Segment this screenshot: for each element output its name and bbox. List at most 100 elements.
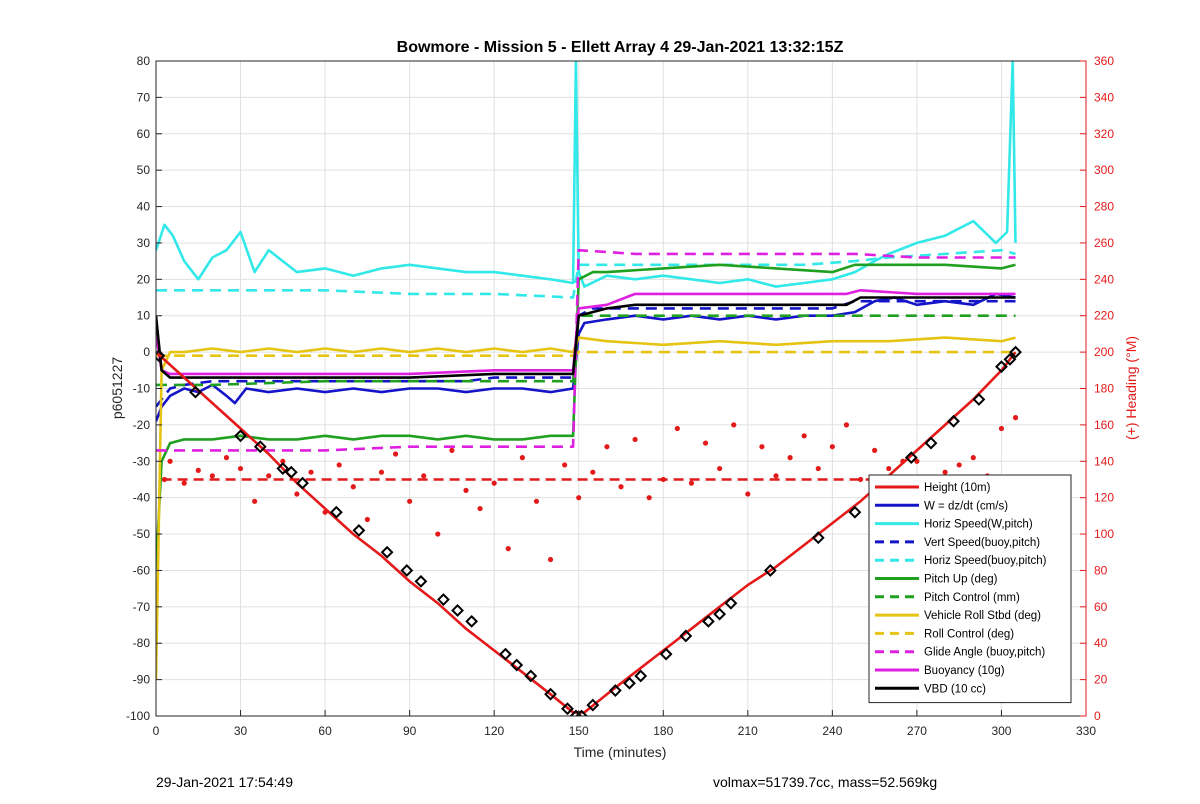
waypoint-marker	[634, 669, 648, 683]
right-tick-label: 200	[1094, 345, 1114, 359]
y-tick-label: -50	[133, 527, 151, 541]
x-tick-label: 0	[153, 724, 160, 738]
right-tick-label: 280	[1094, 200, 1114, 214]
heading-point	[688, 480, 695, 486]
y-tick-label: 50	[137, 163, 151, 177]
legend-label: W = dz/dt (cm/s)	[924, 500, 1008, 512]
y-tick-label: -60	[133, 563, 151, 577]
y-tick-label: 20	[137, 272, 151, 286]
legend-label: Pitch Control (mm)	[924, 592, 1020, 604]
legend-label: Buoyancy (10g)	[924, 665, 1005, 677]
waypoint-marker	[659, 647, 673, 661]
heading-point	[237, 465, 244, 472]
heading-point	[731, 422, 737, 428]
waypoint-marker	[1009, 345, 1022, 359]
waypoint-marker	[400, 564, 414, 577]
waypoint-marker	[848, 505, 862, 519]
heading-point	[223, 455, 230, 461]
waypoint-marker	[189, 385, 202, 399]
heading-point	[618, 484, 624, 490]
y-tick-label: -30	[133, 454, 151, 468]
heading-point	[519, 455, 525, 461]
waypoint-marker	[679, 629, 693, 643]
right-tick-label: 60	[1094, 600, 1108, 614]
waypoint-marker	[510, 658, 524, 672]
heading-point	[998, 425, 1005, 432]
heading-point	[449, 447, 455, 453]
legend-box	[868, 474, 1072, 704]
right-tick-label: 340	[1094, 90, 1114, 104]
x-tick-label: 330	[1076, 724, 1096, 738]
heading-point	[632, 436, 638, 443]
waypoint-marker	[561, 702, 574, 716]
legend-label: Pitch Up (deg)	[924, 574, 998, 586]
waypoint-marker	[156, 349, 166, 363]
heading-point	[407, 498, 413, 504]
x-tick-label: 90	[403, 724, 417, 738]
waypoint-marker	[380, 545, 394, 559]
heading-point	[942, 469, 948, 475]
legend-label: VBD (10 cc)	[924, 683, 986, 695]
x-tick-label: 150	[569, 724, 589, 738]
legend-label: Vehicle Roll Stbd (deg)	[924, 610, 1041, 622]
heading-point	[801, 433, 807, 439]
waypoint-marker	[329, 505, 343, 519]
heading-point	[308, 469, 314, 475]
heading-point	[1012, 415, 1019, 421]
waypoint-marker	[701, 614, 715, 628]
waypoint-marker	[284, 465, 298, 479]
heading-point	[350, 484, 356, 490]
x-tick-label: 30	[234, 724, 248, 738]
waypoint-marker	[904, 451, 918, 465]
right-tick-label: 0	[1094, 709, 1101, 723]
right-tick-label: 320	[1094, 127, 1114, 141]
legend-label: Horiz Speed(buoy,pitch)	[924, 555, 1047, 567]
heading-point	[252, 498, 258, 504]
heading-point	[463, 487, 469, 493]
y-tick-label: -70	[133, 600, 151, 614]
y-tick-label: 60	[137, 127, 151, 141]
waypoint-marker	[763, 564, 777, 577]
x-axis-label: Time (minutes)	[574, 744, 667, 760]
waypoint-marker	[724, 596, 738, 610]
series-line-vert-speed-buoy-pitch	[156, 299, 1016, 408]
series-line-vbd-10-cc	[156, 296, 1016, 379]
x-tick-label: 270	[907, 724, 927, 738]
heading-point	[491, 480, 497, 486]
x-tick-label: 180	[653, 724, 673, 738]
right-tick-label: 360	[1094, 54, 1114, 68]
legend-label: Height (10m)	[924, 482, 991, 494]
heading-point	[843, 422, 850, 428]
waypoint-marker	[276, 462, 290, 475]
series-line-glide-angle-buoy-pitch	[156, 248, 1016, 452]
heading-point	[392, 451, 399, 457]
heading-point	[815, 465, 821, 472]
heading-point	[745, 491, 751, 497]
heading-point	[576, 495, 582, 501]
waypoint-marker	[414, 574, 428, 588]
heading-point	[435, 531, 441, 537]
legend-label: Roll Control (deg)	[924, 628, 1014, 640]
heading-point	[829, 444, 835, 450]
y-axis-label: p6051227	[109, 357, 125, 420]
waypoint-marker	[465, 614, 479, 628]
right-tick-label: 100	[1094, 527, 1114, 541]
waypoint-marker	[451, 604, 464, 617]
x-tick-label: 300	[991, 724, 1011, 738]
heading-point	[857, 476, 864, 483]
waypoint-marker	[811, 531, 825, 545]
series-line-pitch-control-mm	[156, 314, 1016, 387]
x-tick-label: 120	[484, 724, 504, 738]
chart-title: Bowmore - Mission 5 - Ellett Array 4 29-…	[397, 39, 844, 56]
heading-point	[266, 473, 272, 479]
heading-point	[477, 505, 483, 512]
y-tick-label: -90	[133, 673, 151, 687]
y-tick-label: 0	[143, 345, 150, 359]
heading-point	[886, 465, 892, 472]
waypoint-marker	[296, 476, 309, 490]
waypoint-marker	[924, 436, 938, 450]
y-tick-label: -80	[133, 636, 151, 650]
y-tick-label: -40	[133, 491, 151, 505]
x-tick-label: 240	[822, 724, 842, 738]
